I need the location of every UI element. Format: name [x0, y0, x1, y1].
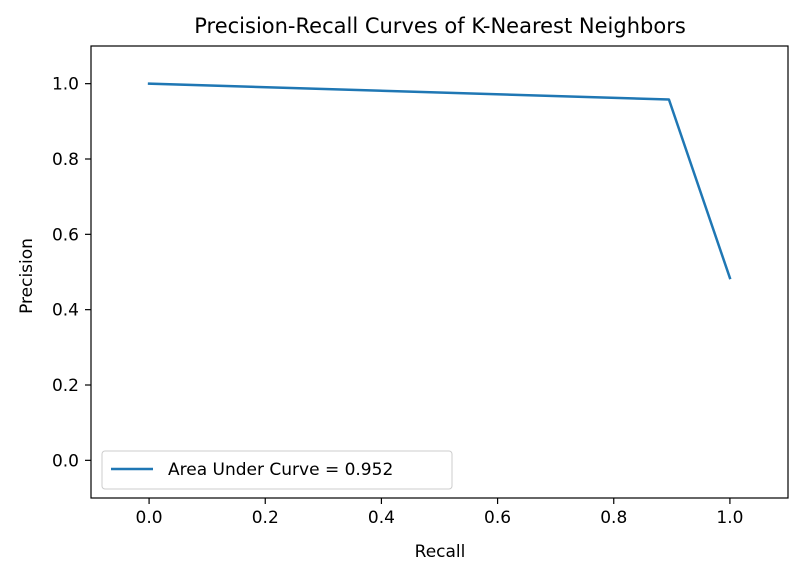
legend-label: Area Under Curve = 0.952 — [168, 460, 393, 480]
precision-recall-line — [147, 82, 732, 280]
y-tick-label: 0.8 — [52, 150, 79, 170]
y-tick-label: 0.4 — [52, 301, 79, 321]
y-tick-label: 0.0 — [52, 451, 79, 471]
plot-area-frame — [90, 45, 789, 499]
x-tick-label: 1.0 — [716, 508, 743, 528]
x-tick-label: 0.0 — [136, 508, 163, 528]
legend: Area Under Curve = 0.952 — [101, 450, 453, 490]
legend-box — [101, 450, 453, 490]
x-tick-label: 0.4 — [368, 508, 395, 528]
x-tick-label: 0.8 — [600, 508, 627, 528]
y-tick-label: 0.2 — [52, 376, 79, 396]
y-axis-label: Precision — [17, 238, 37, 314]
series-layer — [147, 82, 732, 280]
x-axis-label: Recall — [415, 542, 466, 562]
x-tick-label: 0.2 — [252, 508, 279, 528]
chart-title: Precision-Recall Curves of K-Nearest Nei… — [194, 14, 686, 38]
y-tick-label: 1.0 — [52, 75, 79, 95]
y-tick-label: 0.6 — [52, 225, 79, 245]
axis-ticks: 0.0 0.2 0.4 0.6 0.8 1.0 0.0 0.2 0.4 0.6 0.8 1.0 — [52, 75, 743, 528]
x-tick-label: 0.6 — [484, 508, 511, 528]
